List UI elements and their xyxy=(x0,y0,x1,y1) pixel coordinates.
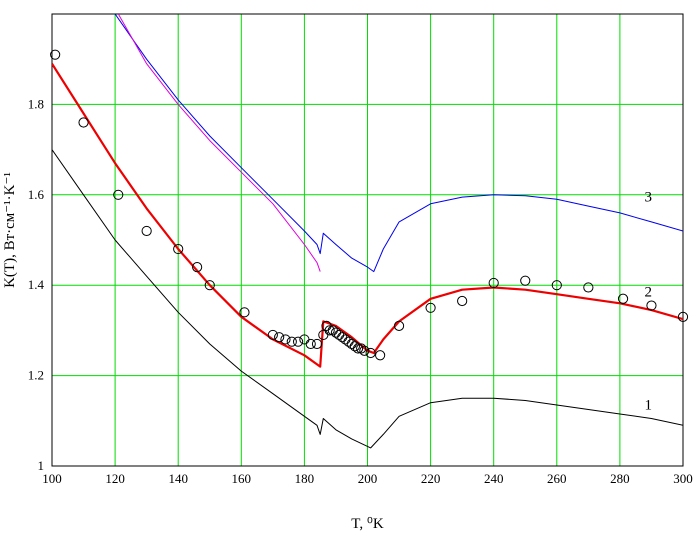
data-point xyxy=(173,243,184,255)
y-tick-label: 1 xyxy=(38,458,45,473)
data-point xyxy=(192,262,203,273)
data-point xyxy=(343,336,354,347)
data-point xyxy=(280,334,291,345)
data-point xyxy=(349,341,360,352)
data-point xyxy=(113,189,124,200)
data-point xyxy=(292,336,304,347)
data-point xyxy=(488,277,499,289)
y-tick-label: 1.8 xyxy=(28,96,44,111)
x-tick-label: 300 xyxy=(673,471,693,486)
data-point xyxy=(356,343,367,354)
x-tick-label: 120 xyxy=(105,471,125,486)
data-point xyxy=(425,302,436,313)
x-tick-label: 180 xyxy=(295,471,315,486)
grid xyxy=(51,14,684,467)
data-point xyxy=(346,338,357,350)
data-point xyxy=(337,332,348,343)
data-point xyxy=(267,329,278,341)
series-line-1 xyxy=(52,149,683,449)
x-tick-label: 240 xyxy=(484,471,504,486)
data-point xyxy=(324,325,335,336)
data-point xyxy=(50,49,61,60)
plot-frame xyxy=(51,13,684,467)
data-point xyxy=(204,280,215,291)
data-point xyxy=(239,307,250,318)
data-point xyxy=(311,338,323,350)
series-line-3 xyxy=(114,14,683,273)
curve-label-1: 1 xyxy=(645,398,653,414)
y-axis-title: K(T), Вт·см⁻¹·K⁻¹ xyxy=(2,172,18,288)
y-tick-label: 1.4 xyxy=(28,277,45,292)
curve-label-3: 3 xyxy=(645,190,653,206)
data-point xyxy=(305,338,316,350)
x-tick-label: 100 xyxy=(42,471,62,486)
data-point xyxy=(141,225,152,237)
curve-label-2: 2 xyxy=(645,285,653,301)
data-point xyxy=(457,295,468,307)
x-axis-title: T, ⁰K xyxy=(351,516,384,532)
data-point xyxy=(365,347,376,359)
data-point xyxy=(646,300,657,311)
y-tick-label: 1.6 xyxy=(28,187,45,202)
y-tick-label: 1.2 xyxy=(28,368,44,383)
data-point xyxy=(334,329,345,341)
data-point xyxy=(286,336,297,347)
data-point xyxy=(617,293,629,304)
data-points xyxy=(50,49,689,361)
x-tick-labels: 100 120 140 160 180 200 220 240 260 280 300 xyxy=(42,471,693,486)
data-point xyxy=(352,343,364,354)
data-point xyxy=(340,334,351,345)
data-point xyxy=(393,320,405,331)
data-point xyxy=(375,350,386,361)
x-tick-label: 160 xyxy=(232,471,252,486)
data-point xyxy=(359,345,370,356)
y-tick-labels: 1 1.2 1.4 1.6 1.8 xyxy=(28,96,45,473)
data-point xyxy=(330,327,342,338)
data-point xyxy=(583,282,594,293)
series-line-extra-3 xyxy=(117,14,321,272)
curve-labels: 1 2 3 xyxy=(645,190,653,414)
x-tick-label: 200 xyxy=(358,471,378,486)
data-point xyxy=(78,117,89,128)
x-tick-label: 260 xyxy=(547,471,567,486)
x-tick-label: 220 xyxy=(421,471,441,486)
data-point xyxy=(274,332,285,343)
data-point xyxy=(677,311,689,322)
data-point xyxy=(551,280,562,291)
data-point xyxy=(520,275,531,286)
x-tick-label: 280 xyxy=(610,471,630,486)
x-tick-label: 140 xyxy=(168,471,188,486)
